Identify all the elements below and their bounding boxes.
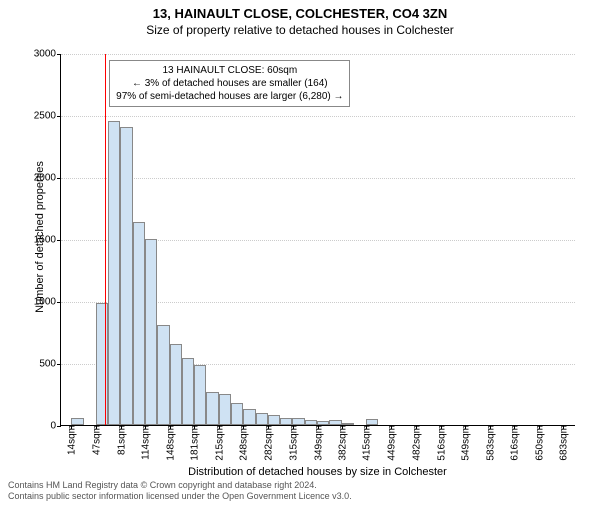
y-axis-label: Number of detached properties (34, 112, 46, 362)
xtick-label: 114sqm (138, 425, 151, 460)
histogram-bar (120, 127, 132, 425)
histogram-bar (292, 418, 304, 425)
plot-area: 05001000150020002500300014sqm47sqm81sqm1… (60, 54, 575, 426)
histogram-bar (133, 222, 145, 425)
xtick-label: 549sqm (458, 425, 471, 461)
xtick-label: 482sqm (409, 425, 422, 461)
xtick-label: 449sqm (385, 425, 398, 461)
xtick-label: 315sqm (286, 425, 299, 461)
gridline (61, 116, 575, 117)
xtick-label: 181sqm (188, 425, 201, 461)
xtick-label: 683sqm (557, 425, 570, 461)
histogram-bar (71, 418, 83, 425)
gridline (61, 178, 575, 179)
footer-line-1: Contains HM Land Registry data © Crown c… (8, 480, 352, 491)
histogram-bar (256, 413, 268, 425)
footer: Contains HM Land Registry data © Crown c… (8, 480, 352, 502)
xtick-label: 81sqm (114, 425, 127, 455)
xtick-label: 583sqm (483, 425, 496, 461)
xtick-label: 282sqm (262, 425, 275, 461)
xtick-label: 616sqm (508, 425, 521, 461)
histogram-bar (108, 121, 120, 425)
xtick-label: 516sqm (434, 425, 447, 461)
x-axis-label: Distribution of detached houses by size … (60, 466, 575, 478)
info-box-line: 13 HAINAULT CLOSE: 60sqm (116, 64, 343, 77)
xtick-label: 415sqm (360, 425, 373, 461)
histogram-bar (182, 358, 194, 425)
histogram-bar (157, 325, 169, 425)
xtick-label: 248sqm (237, 425, 250, 461)
histogram-bar (280, 418, 292, 425)
xtick-label: 650sqm (533, 425, 546, 461)
histogram-bar (243, 409, 255, 425)
page-subtitle: Size of property relative to detached ho… (0, 23, 600, 37)
ytick-label: 0 (50, 421, 61, 432)
marker-line (105, 54, 106, 425)
page-title: 13, HAINAULT CLOSE, COLCHESTER, CO4 3ZN (0, 6, 600, 21)
page: 13, HAINAULT CLOSE, COLCHESTER, CO4 3ZN … (0, 6, 600, 506)
xtick-label: 47sqm (89, 425, 102, 455)
info-box: 13 HAINAULT CLOSE: 60sqm← 3% of detached… (109, 60, 350, 107)
histogram-bar (219, 394, 231, 425)
ytick-label: 3000 (34, 49, 61, 60)
info-box-line: ← 3% of detached houses are smaller (164… (116, 77, 343, 90)
histogram-bar (170, 344, 182, 425)
footer-line-2: Contains public sector information licen… (8, 491, 352, 502)
histogram-bar (268, 415, 280, 425)
gridline (61, 54, 575, 55)
histogram-bar (231, 403, 243, 425)
xtick-label: 148sqm (163, 425, 176, 461)
histogram-bar (145, 239, 157, 425)
xtick-label: 382sqm (336, 425, 349, 461)
histogram-bar (96, 303, 108, 425)
info-box-line: 97% of semi-detached houses are larger (… (116, 90, 343, 103)
histogram-bar (206, 392, 218, 425)
histogram-bar (194, 365, 206, 425)
chart: 05001000150020002500300014sqm47sqm81sqm1… (60, 54, 575, 426)
xtick-label: 215sqm (213, 425, 226, 461)
xtick-label: 349sqm (311, 425, 324, 461)
xtick-label: 14sqm (65, 425, 78, 455)
